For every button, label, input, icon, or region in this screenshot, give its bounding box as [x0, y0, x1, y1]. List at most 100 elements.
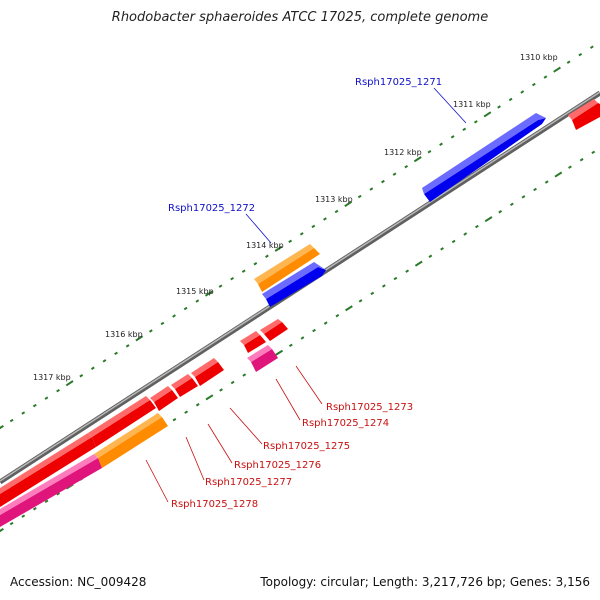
tick-mark — [498, 210, 503, 214]
tick-mark — [148, 329, 153, 333]
map-title: Rhodobacter sphaeroides ATCC 17025, comp… — [111, 10, 489, 25]
gene-label-1278[interactable]: Rsph17025_1278 — [171, 499, 258, 510]
tick-mark — [90, 366, 95, 370]
tick-mark — [450, 135, 455, 139]
tick-mark — [135, 335, 144, 342]
gene-label-1277[interactable]: Rsph17025_1277 — [205, 477, 292, 488]
tick-mark — [413, 156, 422, 163]
tick-mark — [439, 142, 443, 146]
tick-mark — [440, 247, 444, 251]
tick-mark — [274, 245, 283, 252]
gene-label-1272[interactable]: Rsph17025_1272 — [168, 203, 255, 214]
tick-mark — [241, 269, 246, 273]
tick-labels: 1310 kbp 1311 kbp 1312 kbp 1313 kbp 1314… — [33, 53, 558, 382]
tick-mark — [358, 299, 363, 303]
tick-mark — [323, 217, 327, 221]
tick-label-1314: 1314 kbp — [246, 241, 284, 250]
accession-text: Accession: NC_009428 — [10, 575, 147, 589]
tick-mark — [543, 75, 548, 79]
tick-mark — [172, 314, 176, 318]
tick-mark — [79, 374, 84, 378]
tick-mark — [32, 403, 37, 408]
tick-mark — [497, 105, 501, 109]
inner-tick-ring — [0, 150, 596, 533]
tick-mark — [405, 269, 410, 273]
tick-mark — [288, 239, 293, 244]
tick-mark — [114, 351, 118, 356]
gene-block-orange-lower[interactable] — [94, 413, 168, 468]
gene-label-1271[interactable]: Rsph17025_1271 — [355, 77, 442, 88]
gene-block-1274[interactable] — [240, 331, 266, 353]
tick-mark — [195, 403, 200, 407]
tick-mark — [0, 527, 4, 533]
gene-label-1276[interactable]: Rsph17025_1276 — [234, 460, 321, 471]
gene-label-1275[interactable]: Rsph17025_1275 — [263, 441, 350, 452]
tick-mark — [218, 284, 223, 288]
tick-label-1311: 1311 kbp — [453, 100, 491, 109]
tick-mark — [275, 349, 284, 356]
tick-mark — [323, 321, 328, 325]
tick-mark — [566, 60, 571, 64]
gene-labels: Rsph17025_1271 Rsph17025_1272 Rsph17025_… — [168, 77, 442, 510]
tick-mark — [484, 216, 493, 223]
tick-mark — [230, 276, 235, 281]
tick-mark — [427, 150, 432, 154]
tick-mark — [195, 299, 200, 303]
tick-mark — [44, 499, 49, 504]
tick-mark — [21, 411, 26, 415]
tick-mark — [381, 179, 385, 184]
tick-mark — [32, 507, 37, 511]
gene-block-1278-long[interactable] — [0, 396, 156, 507]
tick-mark — [533, 187, 537, 192]
tick-mark — [370, 291, 375, 296]
tick-mark — [299, 232, 304, 236]
tick-mark — [56, 388, 60, 393]
tick-mark — [172, 417, 177, 422]
tick-mark — [392, 172, 397, 176]
tick-mark — [9, 418, 14, 423]
tick-mark — [591, 150, 596, 155]
tick-mark — [253, 262, 258, 266]
tick-mark — [205, 394, 214, 401]
tick-mark — [230, 380, 235, 385]
tick-label-1313: 1313 kbp — [315, 195, 353, 204]
leader-lines — [145, 87, 467, 503]
tick-mark — [544, 180, 549, 184]
gene-block-1275[interactable] — [191, 358, 224, 386]
tick-mark — [508, 97, 513, 102]
tick-mark — [288, 343, 293, 348]
tick-mark — [589, 45, 594, 49]
tick-mark — [311, 224, 316, 229]
tick-mark — [404, 164, 409, 169]
tick-mark — [520, 90, 525, 94]
tick-mark — [579, 158, 584, 162]
tick-mark — [335, 313, 340, 318]
tick-mark — [463, 232, 468, 236]
tick-mark — [381, 284, 386, 288]
tick-mark — [578, 52, 583, 57]
tick-mark — [160, 321, 165, 326]
gene-block-1272[interactable] — [262, 262, 326, 307]
tick-mark — [369, 187, 374, 191]
gene-label-1273[interactable]: Rsph17025_1273 — [326, 402, 413, 413]
tick-mark — [428, 254, 433, 258]
gene-block-1277[interactable] — [150, 386, 178, 411]
tick-mark — [265, 254, 269, 258]
gene-block-right-edge[interactable] — [568, 99, 600, 130]
gene-block-pink-small[interactable] — [247, 345, 278, 372]
tick-mark — [0, 424, 4, 430]
tick-mark — [509, 202, 514, 207]
gene-block-1271[interactable] — [422, 113, 546, 202]
tick-mark — [521, 195, 526, 199]
tick-mark — [345, 305, 353, 312]
tick-mark — [300, 336, 305, 340]
gene-label-1274[interactable]: Rsph17025_1274 — [302, 418, 389, 429]
tick-label-1310: 1310 kbp — [520, 53, 558, 62]
tick-mark — [242, 373, 247, 377]
gene-block-1276[interactable] — [171, 374, 198, 397]
gene-block-orange-upper[interactable] — [254, 244, 320, 292]
tick-label-1317: 1317 kbp — [33, 373, 71, 382]
tick-mark — [483, 111, 492, 118]
gene-block-1273[interactable] — [260, 319, 288, 341]
gene-block-pink-long[interactable] — [0, 454, 102, 527]
